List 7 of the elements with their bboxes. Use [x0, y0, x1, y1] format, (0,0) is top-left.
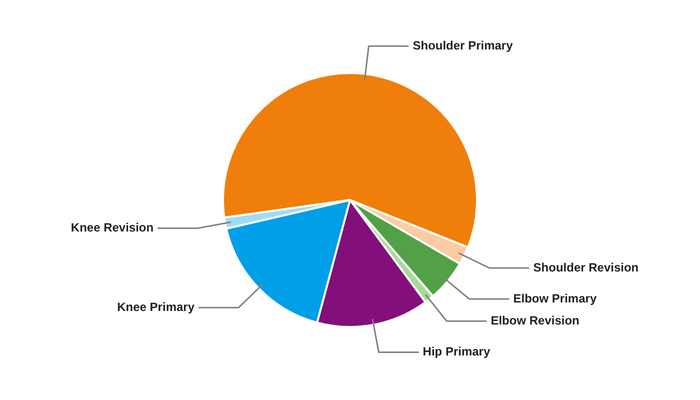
slice-label: Knee Revision — [70, 220, 154, 235]
slice-label: Elbow Revision — [490, 313, 580, 328]
slice-label: Elbow Primary — [513, 291, 597, 306]
slice-label: Shoulder Primary — [412, 38, 514, 52]
slice-label: Knee Primary — [117, 300, 195, 314]
slice-label: Shoulder Revision — [533, 260, 639, 274]
slice-label: Hip Primary — [422, 344, 490, 359]
